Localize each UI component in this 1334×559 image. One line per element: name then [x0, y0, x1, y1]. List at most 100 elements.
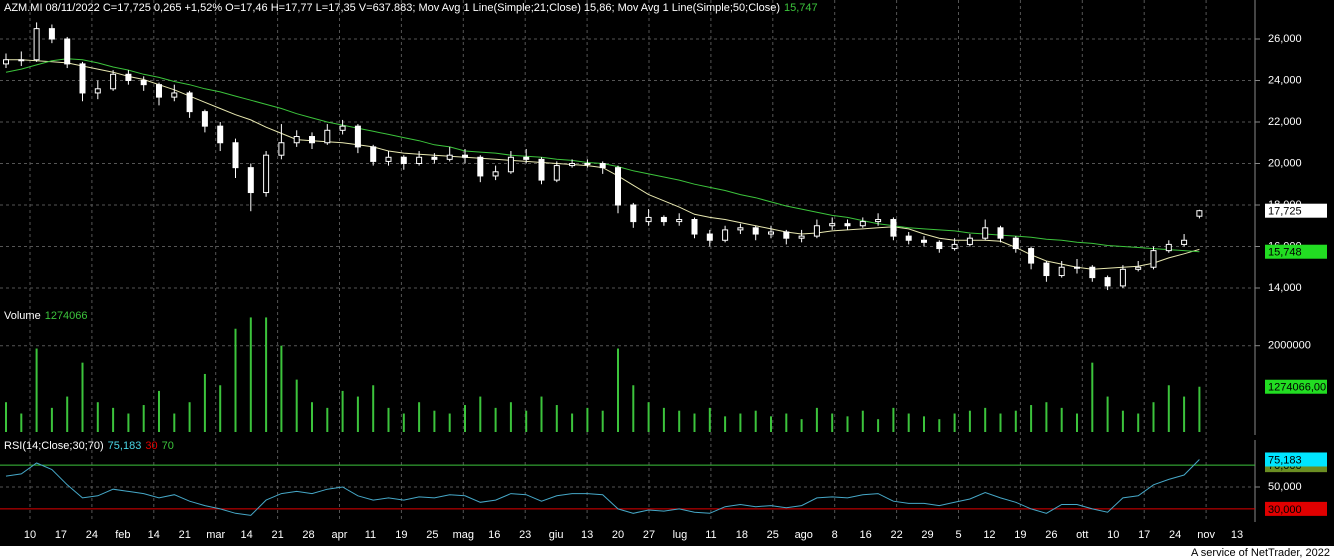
candle-body [752, 227, 759, 235]
x-tick-label: 8 [832, 529, 838, 541]
volume-bar [356, 396, 359, 432]
volume-bar [66, 396, 69, 432]
candle-body [584, 162, 591, 165]
volume-bar [1137, 413, 1140, 432]
candle-body [890, 219, 897, 237]
candle-body [982, 227, 989, 239]
volume-bar [112, 407, 115, 432]
candle-body [798, 235, 805, 239]
volume-bar [892, 407, 895, 432]
x-tick-label: 12 [983, 529, 995, 541]
candle-body [217, 125, 224, 144]
volume-bar [127, 413, 130, 432]
x-tick-label: 24 [86, 529, 98, 541]
x-tick-label: 10 [1107, 529, 1119, 541]
volume-bar [540, 396, 543, 432]
volume-bar [265, 317, 268, 432]
candle-body [431, 156, 438, 160]
panel-title: 1274066 [45, 310, 88, 322]
volume-bar [1060, 407, 1063, 432]
candle-body [477, 156, 484, 177]
candle-body [660, 216, 667, 223]
x-tick-label: 13 [581, 529, 593, 541]
value-box [1265, 244, 1327, 259]
x-tick-label: mag [453, 529, 474, 541]
candle-body [538, 158, 545, 181]
candle-body [768, 231, 774, 235]
panel-title: 15,747 [784, 2, 818, 14]
x-tick-label: 18 [736, 529, 748, 541]
volume-bar [678, 410, 681, 432]
volume-bar [953, 413, 956, 432]
candle-body [79, 63, 86, 94]
volume-bar [433, 410, 436, 432]
candle-body [1196, 210, 1203, 217]
y-tick-label: 14,000 [1268, 282, 1302, 294]
candle-body [615, 167, 621, 206]
volume-bar [800, 419, 803, 432]
volume-bar [387, 407, 390, 432]
volume-bar [234, 328, 237, 432]
value-box-label: 75,183 [1268, 454, 1302, 466]
volume-bar [509, 402, 512, 432]
x-tick-label: 19 [395, 529, 407, 541]
x-tick-label: 21 [179, 529, 191, 541]
candle-body [416, 156, 423, 164]
volume-bar [50, 407, 53, 432]
volume-bar [923, 416, 925, 432]
candle-body [3, 59, 9, 65]
x-tick-label: 17 [55, 529, 67, 541]
candle-body [278, 142, 285, 156]
candle-body [309, 136, 315, 144]
candle-body [1089, 266, 1096, 279]
candle-body [553, 165, 560, 181]
x-tick-label: 11 [705, 529, 716, 541]
volume-bar [1121, 410, 1124, 432]
x-tick-label: 22 [890, 529, 902, 541]
candle-body [1104, 277, 1111, 287]
candle-body [446, 154, 453, 160]
volume-bar [647, 402, 650, 432]
panel-title: 75,183 [108, 440, 142, 452]
volume-bar [142, 405, 145, 432]
candle-body [385, 156, 392, 162]
volume-bar [96, 402, 99, 432]
volume-bar [754, 410, 757, 432]
volume-bar [861, 410, 864, 432]
candle-body [339, 125, 346, 131]
candle-body [813, 225, 820, 237]
volume-bar [158, 390, 160, 432]
volume-bar [724, 416, 727, 432]
volume-bar [815, 407, 818, 432]
volume-bar [1091, 362, 1094, 432]
volume-bar [81, 362, 84, 432]
y-tick-label: 24,000 [1268, 74, 1302, 86]
x-tick-label: 11 [365, 529, 376, 541]
candle-body [140, 80, 147, 86]
volume-bar [188, 402, 191, 432]
candle-body [1150, 250, 1157, 268]
x-tick-label: apr [332, 529, 348, 541]
volume-bar [1106, 396, 1109, 432]
x-tick-label: 21 [271, 529, 283, 541]
candle-body [737, 227, 744, 231]
candle-body [1043, 262, 1050, 277]
volume-bar [1045, 402, 1048, 432]
candle-body [1119, 268, 1126, 287]
footer-bar [0, 546, 1334, 559]
volume-bar [372, 385, 375, 432]
value-box-label: 17,725 [1268, 206, 1302, 218]
volume-bar [785, 413, 788, 432]
candle-body [599, 162, 606, 169]
x-tick-label: 13 [1231, 529, 1243, 541]
candle-body [691, 219, 698, 235]
volume-bar [1014, 410, 1017, 432]
x-tick-label: 16 [488, 529, 500, 541]
candle-body [492, 171, 499, 177]
candle-body [370, 146, 377, 162]
panel-title: 30 [145, 440, 157, 452]
candle-body [1028, 248, 1035, 264]
volume-bar [525, 410, 528, 432]
volume-bar [938, 419, 941, 432]
